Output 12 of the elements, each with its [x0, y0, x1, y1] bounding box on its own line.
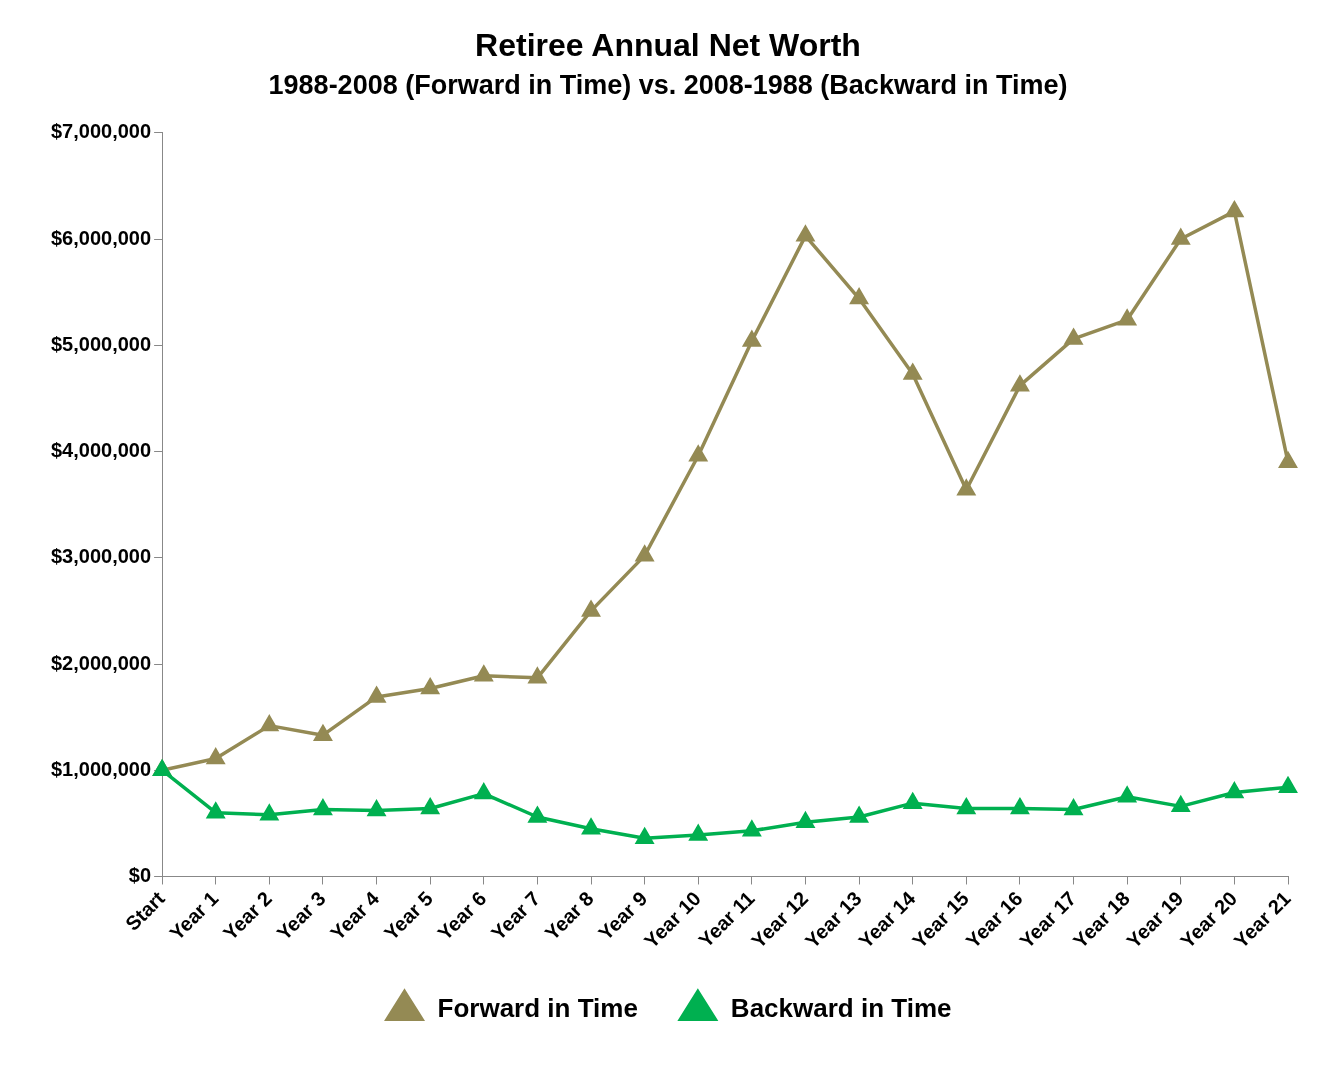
- y-tick-label: $6,000,000: [50, 226, 152, 249]
- y-tick-label: $0: [128, 864, 152, 886]
- y-tick-label: $5,000,000: [50, 332, 152, 355]
- y-tick-label: $3,000,000: [50, 545, 152, 568]
- y-tick-label: $4,000,000: [50, 439, 152, 462]
- y-tick-label: $2,000,000: [50, 651, 152, 674]
- legend-label: Forward in Time: [437, 993, 638, 1024]
- chart-subtitle: 1988-2008 (Forward in Time) vs. 2008-1988 (Backward in Time): [268, 70, 1068, 101]
- legend-label: Backward in Time: [730, 993, 952, 1024]
- y-tick-label: $1,000,000: [50, 757, 152, 780]
- chart-title: Retiree Annual Net Worth: [475, 27, 861, 64]
- y-tick-label: $7,000,000: [50, 120, 152, 143]
